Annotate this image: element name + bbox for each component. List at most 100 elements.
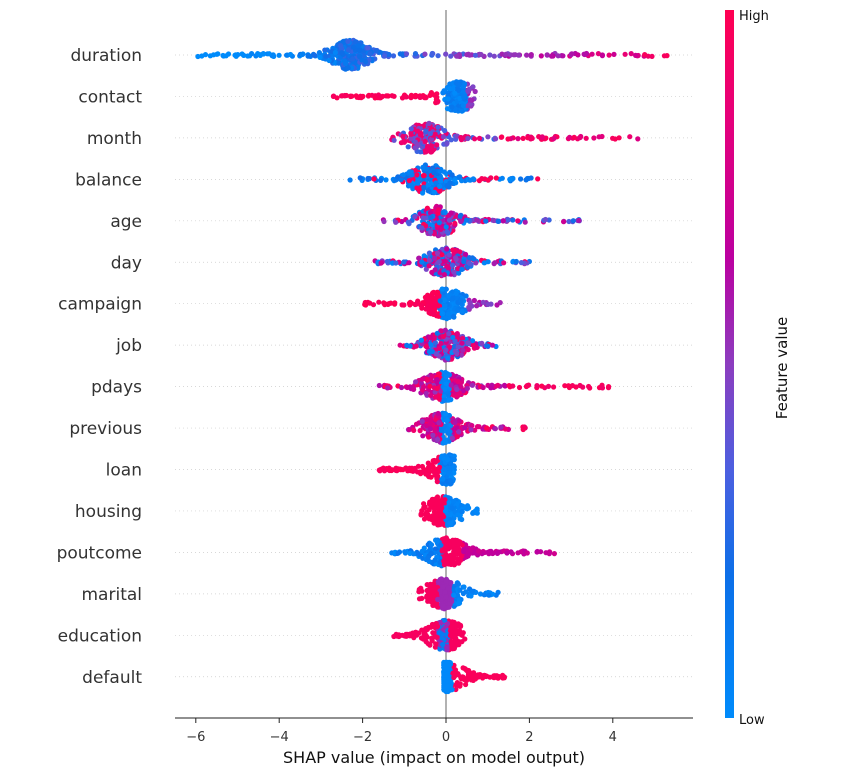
shap-point	[476, 178, 482, 184]
shap-point	[260, 51, 267, 57]
shap-point	[429, 295, 436, 301]
feature-row-age	[380, 203, 583, 239]
shap-point	[436, 220, 442, 226]
shap-point	[464, 503, 471, 509]
shap-point	[429, 143, 435, 149]
shap-point	[498, 424, 504, 430]
shap-point	[441, 514, 447, 520]
shap-point	[422, 511, 428, 517]
shap-point	[472, 88, 478, 95]
shap-point	[417, 94, 423, 100]
shap-point	[420, 636, 426, 642]
shap-point	[380, 93, 386, 99]
shap-point	[375, 92, 382, 98]
shap-point	[448, 639, 454, 645]
feature-row-housing	[418, 494, 480, 528]
shap-point	[499, 175, 505, 181]
shap-point	[450, 247, 456, 253]
shap-point	[384, 385, 391, 391]
shap-point	[456, 429, 462, 435]
shap-point	[599, 52, 606, 58]
shap-point	[442, 497, 448, 503]
shap-point	[469, 338, 476, 344]
shap-point	[425, 298, 431, 304]
shap-point	[464, 385, 470, 392]
shap-point	[417, 469, 423, 475]
shap-point	[323, 53, 329, 59]
shap-point	[448, 580, 454, 586]
feature-label-marital: marital	[82, 585, 143, 605]
shap-point	[427, 210, 434, 216]
shap-point	[435, 124, 441, 130]
feature-row-job	[397, 327, 499, 363]
shap-point	[434, 385, 440, 392]
shap-point	[336, 60, 342, 66]
shap-point	[431, 584, 437, 590]
shap-point	[482, 176, 488, 182]
shap-point	[454, 386, 460, 392]
shap-point	[489, 342, 496, 348]
shap-point	[412, 301, 418, 308]
feature-label-balance: balance	[75, 170, 142, 190]
shap-point	[397, 466, 403, 472]
shap-point	[420, 173, 426, 179]
shap-point	[462, 81, 468, 87]
shap-point	[451, 619, 457, 625]
feature-row-loan	[376, 452, 457, 487]
shap-point	[451, 559, 457, 565]
shap-point	[400, 133, 406, 140]
shap-point	[483, 218, 489, 224]
shap-point	[420, 164, 426, 170]
shap-point	[591, 135, 597, 141]
shap-point	[463, 293, 469, 299]
shap-point	[428, 550, 434, 557]
shap-point	[440, 333, 446, 339]
shap-point	[455, 512, 461, 518]
shap-point	[467, 97, 473, 103]
shap-point	[481, 260, 487, 266]
shap-point	[421, 469, 427, 475]
shap-point	[453, 256, 459, 262]
shap-point	[411, 551, 417, 557]
shap-point	[421, 631, 427, 637]
shap-point	[439, 505, 445, 511]
shap-point	[496, 674, 502, 680]
feature-label-pdays: pdays	[91, 378, 142, 398]
shap-point	[433, 295, 440, 301]
shap-point	[515, 550, 521, 556]
shap-point	[535, 176, 541, 182]
feature-row-day	[372, 245, 533, 279]
shap-point	[381, 466, 387, 472]
shap-point	[444, 106, 451, 112]
shap-point	[427, 642, 433, 648]
shap-point	[429, 269, 435, 275]
shap-point	[419, 595, 425, 602]
shap-point	[421, 184, 427, 190]
shap-point	[435, 596, 441, 603]
shap-point	[570, 218, 576, 224]
shap-point	[418, 585, 424, 591]
shap-point	[404, 384, 410, 391]
shap-point	[520, 135, 526, 141]
shap-point	[381, 53, 387, 59]
shap-point	[419, 418, 425, 424]
shap-point	[450, 262, 456, 268]
shap-point	[464, 667, 470, 673]
shap-point	[338, 43, 344, 49]
shap-point	[455, 393, 461, 399]
shap-point	[481, 592, 487, 598]
shap-point	[442, 327, 448, 333]
shap-point	[415, 186, 421, 192]
shap-point	[451, 343, 457, 349]
shap-point	[214, 51, 220, 57]
shap-point	[506, 383, 512, 389]
shap-point	[442, 128, 448, 134]
shap-point	[612, 136, 618, 142]
shap-point	[437, 589, 444, 595]
shap-point	[466, 255, 472, 261]
shap-point	[449, 687, 455, 693]
shap-point	[421, 516, 428, 522]
shap-point	[445, 666, 451, 672]
shap-point	[452, 90, 458, 96]
shap-point	[480, 384, 486, 391]
